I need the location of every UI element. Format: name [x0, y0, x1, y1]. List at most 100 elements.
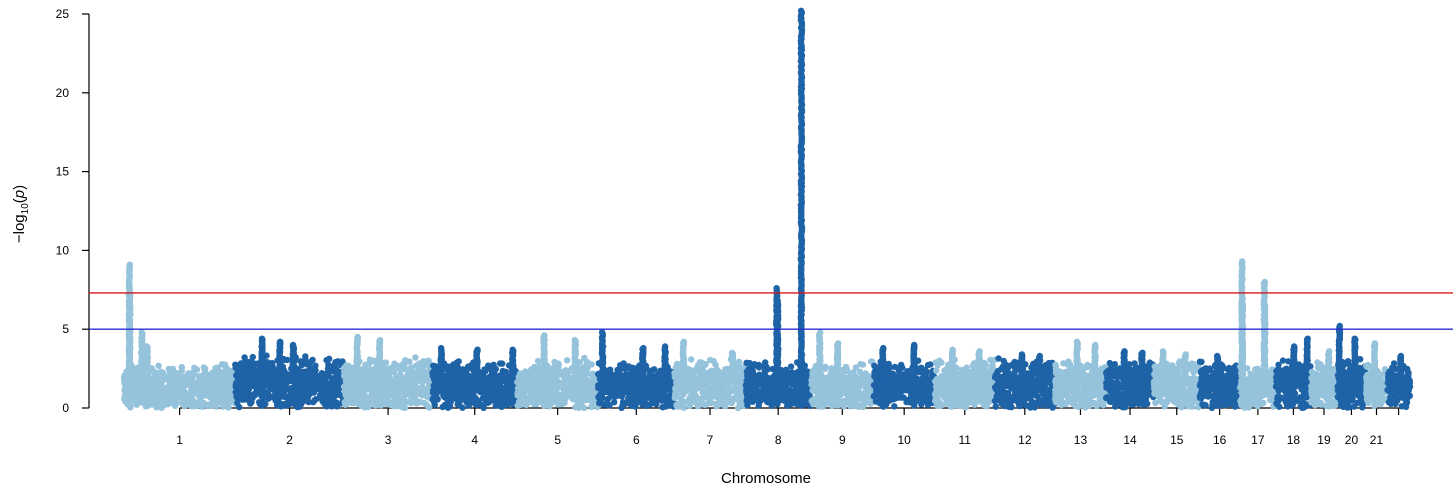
x-tick-label: 2 [286, 433, 293, 447]
data-point [262, 393, 269, 401]
data-point [360, 389, 367, 396]
data-point [198, 386, 205, 394]
data-point [763, 373, 770, 381]
data-point [165, 365, 173, 373]
data-point [345, 373, 352, 381]
data-point [561, 380, 569, 387]
data-point [630, 400, 637, 407]
data-point [221, 361, 229, 368]
data-point [564, 391, 571, 399]
data-point [761, 384, 769, 391]
data-point [599, 394, 606, 402]
data-point [328, 402, 336, 409]
x-tick-label: 11 [958, 433, 971, 447]
data-point [247, 392, 254, 399]
data-point [695, 365, 702, 372]
y-tick-label: 0 [62, 401, 69, 415]
data-point [553, 373, 560, 381]
chromosome-points [340, 333, 436, 412]
data-point [328, 382, 336, 389]
data-point [294, 385, 301, 392]
data-point [713, 376, 720, 383]
chromosome-points [429, 344, 521, 411]
data-point [414, 384, 422, 391]
data-point [580, 364, 587, 372]
chromosome-points [514, 332, 602, 411]
peak-point [143, 343, 150, 350]
chromosome-points [742, 7, 814, 410]
x-tick-label: 10 [897, 433, 911, 447]
data-point [734, 404, 742, 412]
x-tick-label: 5 [554, 433, 561, 447]
data-point [453, 359, 460, 366]
data-point [430, 396, 437, 404]
data-point [607, 375, 614, 382]
data-point [233, 393, 240, 400]
data-point [519, 379, 526, 387]
x-tick-label: 7 [707, 433, 714, 447]
data-point [317, 392, 325, 399]
data-point [515, 388, 522, 396]
data-point [697, 371, 705, 379]
peak-point [258, 335, 266, 342]
data-point [323, 370, 331, 377]
peak-point [509, 346, 516, 353]
data-point [197, 398, 204, 405]
data-point [419, 362, 426, 369]
y-tick-label: 15 [56, 165, 70, 179]
data-point [581, 404, 588, 411]
data-point [700, 394, 707, 401]
data-point [248, 399, 255, 406]
data-point [499, 360, 506, 367]
peak-point [437, 344, 445, 352]
data-point [588, 361, 595, 368]
data-point [312, 396, 320, 403]
data-point [688, 356, 695, 363]
data-point [333, 403, 341, 410]
data-point [558, 369, 566, 376]
data-point [555, 363, 562, 370]
data-point [643, 402, 650, 410]
data-point [127, 404, 134, 411]
x-tick-label: 12 [1018, 433, 1032, 447]
data-point [500, 398, 507, 405]
data-point [651, 377, 658, 385]
data-point [523, 401, 530, 409]
data-point [386, 392, 394, 400]
data-point [226, 391, 234, 399]
x-tick-label: 13 [1074, 433, 1088, 447]
data-point [788, 393, 795, 401]
data-point [756, 397, 764, 405]
peak-point [797, 7, 805, 14]
data-point [188, 403, 195, 410]
data-point [450, 384, 457, 391]
data-point [397, 371, 404, 378]
data-point [397, 364, 404, 371]
x-tick-label: 15 [1170, 433, 1184, 447]
data-point [485, 365, 493, 372]
data-point [433, 383, 440, 390]
data-point [401, 392, 408, 399]
data-point [364, 379, 372, 386]
data-point [445, 392, 453, 399]
data-point [444, 398, 452, 406]
data-point [675, 402, 683, 409]
data-point [219, 403, 227, 410]
data-point [722, 366, 729, 373]
data-point [467, 388, 474, 396]
data-point [155, 362, 162, 369]
chromosome-points [808, 329, 877, 411]
data-point [264, 370, 272, 377]
data-point [456, 402, 463, 409]
data-point [789, 399, 797, 406]
data-point [272, 397, 279, 404]
data-point [169, 389, 177, 396]
data-point [616, 390, 623, 398]
data-point [303, 361, 311, 368]
data-point [284, 375, 291, 382]
y-tick-label: 25 [56, 7, 70, 21]
data-point [664, 384, 671, 392]
data-point [183, 381, 191, 388]
data-point [238, 395, 245, 402]
